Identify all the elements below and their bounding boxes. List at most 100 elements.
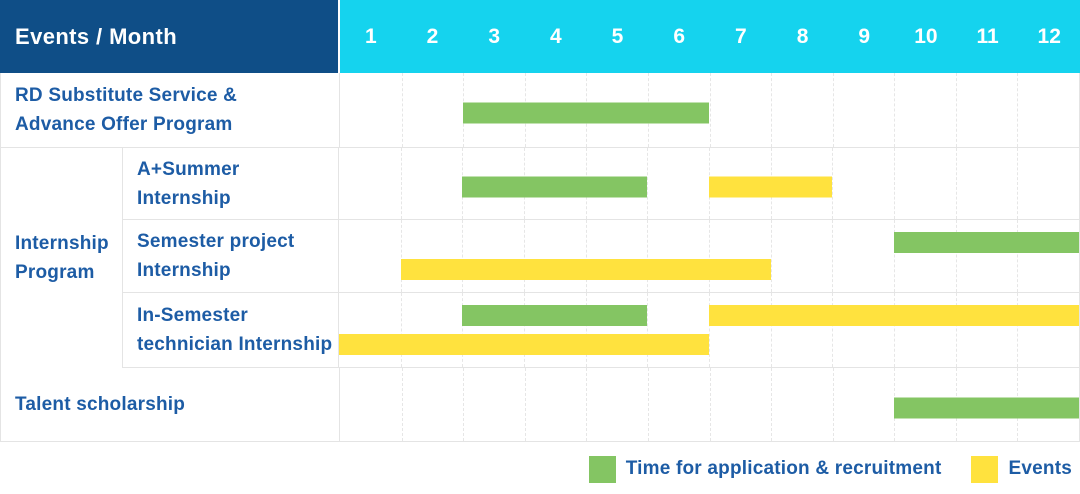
- month-gridline: [400, 220, 402, 292]
- month-gridline: [1017, 73, 1019, 147]
- month-header-8: 8: [796, 24, 809, 48]
- month-gridline: [585, 220, 587, 292]
- month-gridline: [709, 293, 710, 367]
- application-bar-m10-m12: [894, 232, 1079, 253]
- month-gridline: [955, 148, 957, 219]
- month-gridline: [586, 368, 588, 441]
- schedule-gantt-table: Events / Month 1 2 3 4 5 6 7 8 9 10 11 12 RD Substi…: [0, 0, 1080, 442]
- chart-row-in-semester-technician-internship: [339, 293, 1079, 367]
- events-month-header-cell: Events / Month: [0, 0, 340, 73]
- label-line: technician Internship: [137, 334, 333, 355]
- month-header-4: 4: [550, 24, 562, 48]
- month-gridline: [955, 73, 957, 147]
- table-row-semester-project-internship: Semester project Internship: [123, 220, 1079, 293]
- label-line: Internship: [137, 187, 231, 209]
- legend-item-application: Time for application & recruitment: [588, 455, 942, 483]
- group-label-internship-program: Internship Program: [1, 148, 123, 368]
- application-bar-m3-m5: [462, 176, 648, 197]
- month-gridline: [462, 220, 464, 292]
- month-gridline: [832, 293, 834, 367]
- month-gridline: [770, 220, 772, 292]
- month-gridline: [585, 293, 587, 367]
- table-row-talent-scholarship: Talent scholarship: [1, 368, 1079, 442]
- month-gridline: [832, 148, 834, 219]
- month-gridline: [1017, 148, 1019, 219]
- chart-row-talent-scholarship: [340, 368, 1079, 441]
- chart-row-semester-project-internship: [339, 220, 1079, 292]
- month-header-3: 3: [488, 24, 501, 48]
- event-bar-m7-m8: [709, 176, 833, 197]
- event-bar-m1-m6: [339, 334, 709, 355]
- chart-row-a-summer-internship: [339, 148, 1079, 219]
- month-gridline: [524, 293, 525, 367]
- label-line: RD Substitute Service &: [15, 85, 238, 106]
- label-line: In-Semester: [137, 305, 248, 326]
- row-label-rd-substitute-service-advance-offer-program: RD Substitute Service & Advance Offer Pro…: [1, 73, 340, 147]
- month-gridline: [647, 368, 649, 441]
- month-header-2: 2: [426, 24, 439, 48]
- month-gridline: [400, 293, 402, 367]
- table-row-a-summer-internship: A+Summer Internship: [123, 148, 1079, 220]
- month-gridline: [771, 368, 773, 441]
- month-gridline: [1017, 220, 1019, 292]
- month-gridline: [894, 73, 896, 147]
- month-gridline: [832, 368, 834, 441]
- month-gridline: [524, 368, 526, 441]
- month-gridline: [401, 73, 403, 147]
- month-gridline: [771, 73, 773, 147]
- month-gridline: [955, 293, 957, 367]
- month-gridline: [894, 220, 895, 292]
- table-body: RD Substitute Service & Advance Offer Pro…: [0, 73, 1080, 442]
- event-bar-m2-m7: [400, 259, 771, 280]
- month-header-11: 11: [976, 24, 999, 48]
- legend-label-event: Events: [1008, 458, 1072, 479]
- month-gridline: [463, 368, 465, 441]
- month-gridline: [894, 293, 895, 367]
- label-line: Internship: [137, 260, 231, 281]
- row-label-semester-project-internship: Semester project Internship: [123, 220, 339, 292]
- label-line: Program: [15, 262, 95, 283]
- application-bar-m3-m6: [463, 102, 710, 124]
- label-line: Advance Offer Program: [15, 114, 233, 135]
- event-bar-m7-m12: [709, 305, 1079, 326]
- legend-label-application: Time for application & recruitment: [625, 458, 942, 479]
- row-label-talent-scholarship: Talent scholarship: [1, 368, 340, 441]
- month-gridline: [894, 148, 895, 219]
- legend-item-event: Events: [971, 455, 1072, 483]
- month-gridline: [709, 73, 711, 147]
- chart-row-rd-substitute-service-advance-offer-program: [340, 73, 1079, 147]
- month-gridline: [832, 220, 834, 292]
- month-gridline: [709, 368, 711, 441]
- legend: Time for application & recruitment Events: [588, 454, 1072, 484]
- table-row-in-semester-technician-internship: In-Semester technician Internship: [123, 293, 1079, 368]
- row-label-a-summer-internship: A+Summer Internship: [123, 148, 339, 219]
- month-gridline: [1017, 293, 1019, 367]
- month-header-row: 1 2 3 4 5 6 7 8 9 10 11 12: [340, 0, 1080, 73]
- month-header-7: 7: [735, 24, 747, 48]
- month-gridline: [524, 220, 525, 292]
- application-bar-m10-m12: [894, 397, 1079, 418]
- table-header-row: Events / Month 1 2 3 4 5 6 7 8 9 10 11 12: [0, 0, 1080, 73]
- table-row-rd-substitute-service-advance-offer-program: RD Substitute Service & Advance Offer Pro…: [1, 73, 1079, 148]
- month-header-12: 12: [1037, 24, 1061, 48]
- month-gridline: [709, 220, 710, 292]
- month-header-6: 6: [673, 24, 686, 48]
- month-header-9: 9: [858, 24, 871, 48]
- label-line: Internship: [15, 233, 109, 254]
- month-gridline: [400, 148, 402, 219]
- label-line: A+Summer: [137, 158, 240, 180]
- label-line: Semester project: [137, 231, 295, 252]
- internship-subrows: A+Summer Internship Semester project Intern…: [123, 148, 1079, 368]
- internship-program-group-row: Internship Program A+Summer Internship Semes…: [1, 148, 1079, 368]
- month-gridline: [832, 73, 834, 147]
- event-swatch-icon: [971, 455, 999, 483]
- month-gridline: [955, 220, 957, 292]
- month-gridline: [462, 293, 464, 367]
- month-gridline: [647, 293, 649, 367]
- month-gridline: [401, 368, 403, 441]
- month-gridline: [647, 148, 649, 219]
- application-swatch-icon: [588, 455, 616, 483]
- month-header-1: 1: [364, 24, 377, 48]
- month-header-5: 5: [611, 24, 624, 48]
